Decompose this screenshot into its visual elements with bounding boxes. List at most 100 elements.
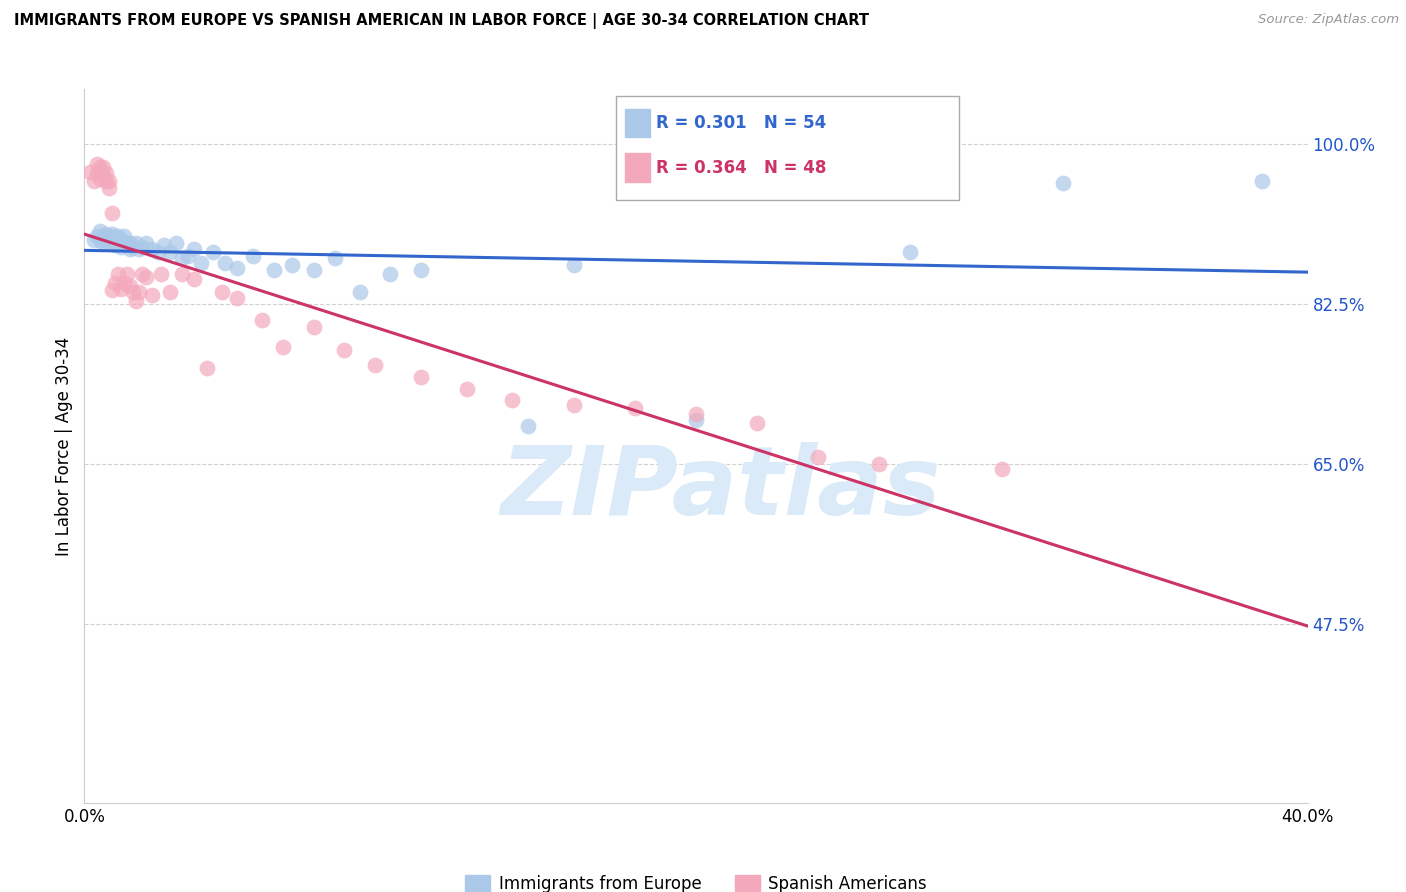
Point <box>214 256 236 270</box>
Point <box>991 462 1014 476</box>
Text: IMMIGRANTS FROM EUROPE VS SPANISH AMERICAN IN LABOR FORCE | AGE 30-34 CORRELATIO: IMMIGRANTS FROM EUROPE VS SPANISH AMERIC… <box>14 13 869 29</box>
Point <box>131 239 153 253</box>
Point <box>115 267 138 281</box>
Point <box>409 263 432 277</box>
Point <box>131 267 153 281</box>
Point <box>91 228 114 243</box>
Point <box>97 228 120 243</box>
Point <box>107 235 129 250</box>
Point <box>149 267 172 281</box>
Point <box>1250 174 1272 188</box>
Point <box>125 294 148 309</box>
Point <box>101 205 124 219</box>
Point <box>263 263 285 277</box>
Point <box>502 393 524 408</box>
Point <box>120 279 142 293</box>
Point <box>112 276 135 290</box>
Point <box>562 398 585 412</box>
Point <box>516 418 538 433</box>
Point <box>110 239 132 253</box>
Text: ZIPatlas: ZIPatlas <box>501 442 941 535</box>
Point <box>685 407 707 421</box>
Point <box>94 227 117 241</box>
Point <box>183 242 205 256</box>
Legend: Immigrants from Europe, Spanish Americans: Immigrants from Europe, Spanish American… <box>458 868 934 892</box>
Point <box>89 172 111 186</box>
Point <box>107 267 129 281</box>
Point <box>146 245 169 260</box>
Point <box>135 235 157 250</box>
Point <box>159 285 181 300</box>
Point <box>107 228 129 243</box>
Text: R = 0.364   N = 48: R = 0.364 N = 48 <box>655 159 827 177</box>
Point <box>624 401 647 415</box>
Point <box>128 285 150 300</box>
Point <box>89 224 111 238</box>
Point <box>79 164 101 178</box>
Point <box>91 169 114 183</box>
Point <box>91 160 114 174</box>
Point <box>122 285 145 300</box>
Point <box>141 242 163 256</box>
Point <box>898 245 921 260</box>
Point <box>172 252 194 266</box>
Point <box>364 359 387 373</box>
Point <box>271 340 294 354</box>
Point <box>112 235 135 250</box>
Point <box>747 416 769 430</box>
Point <box>86 166 108 180</box>
Point <box>97 174 120 188</box>
Point <box>807 450 830 464</box>
Point <box>153 237 176 252</box>
Point <box>112 228 135 243</box>
Point <box>201 245 224 260</box>
Point <box>104 237 127 252</box>
Point <box>349 285 371 300</box>
Point <box>685 413 707 427</box>
Point <box>177 249 200 263</box>
Text: R = 0.301   N = 54: R = 0.301 N = 54 <box>655 114 827 132</box>
Y-axis label: In Labor Force | Age 30-34: In Labor Force | Age 30-34 <box>55 336 73 556</box>
Point <box>120 242 142 256</box>
Point <box>226 291 249 305</box>
Point <box>195 361 218 376</box>
Point <box>226 260 249 275</box>
Point <box>281 258 304 272</box>
Point <box>97 235 120 250</box>
Point <box>456 382 478 396</box>
Point <box>83 174 105 188</box>
Point <box>115 235 138 250</box>
Point <box>94 174 117 188</box>
Point <box>211 285 233 300</box>
Point <box>86 157 108 171</box>
Point <box>101 227 124 241</box>
Point <box>562 258 585 272</box>
Point <box>190 256 212 270</box>
Point <box>302 320 325 334</box>
Point <box>242 249 264 263</box>
Point <box>250 312 273 326</box>
Point <box>409 370 432 384</box>
Point <box>141 288 163 302</box>
Point <box>110 233 132 247</box>
Point <box>89 160 111 174</box>
Point <box>86 228 108 243</box>
Point <box>83 233 105 247</box>
Point <box>91 235 114 250</box>
Point <box>135 269 157 284</box>
Point <box>159 245 181 260</box>
Point <box>323 252 346 266</box>
Point <box>128 242 150 256</box>
Point <box>172 267 194 281</box>
Point <box>302 263 325 277</box>
Point <box>869 458 891 472</box>
Point <box>333 343 356 357</box>
Point <box>89 233 111 247</box>
Point <box>104 230 127 244</box>
Point <box>125 235 148 250</box>
Point <box>120 235 142 250</box>
Point <box>1052 176 1074 190</box>
Point <box>165 235 187 250</box>
Point <box>101 233 124 247</box>
Point <box>104 276 127 290</box>
